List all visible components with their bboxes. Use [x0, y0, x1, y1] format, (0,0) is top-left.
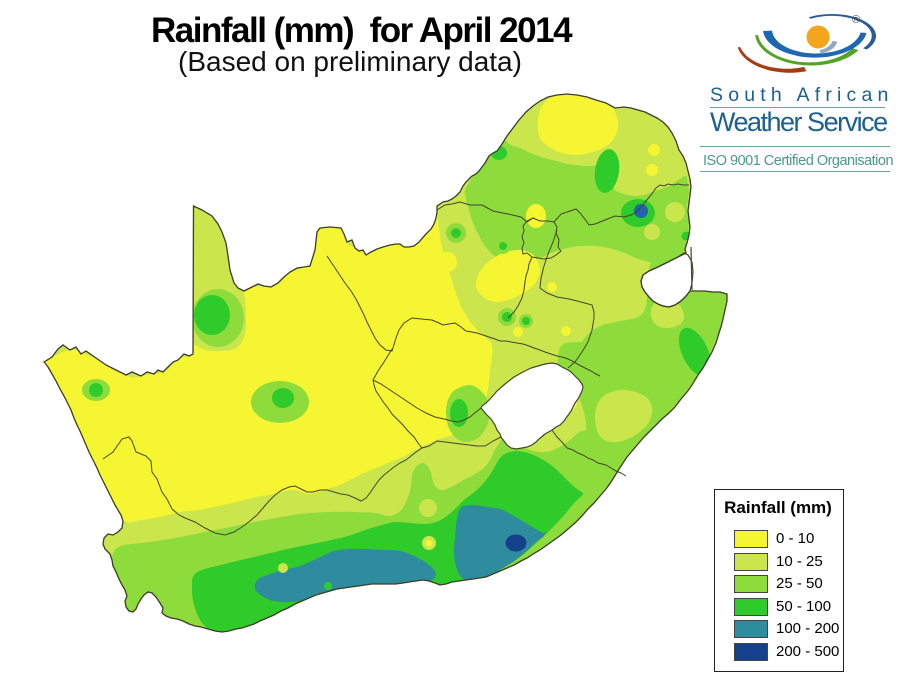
svg-text:®: ®: [852, 14, 860, 26]
